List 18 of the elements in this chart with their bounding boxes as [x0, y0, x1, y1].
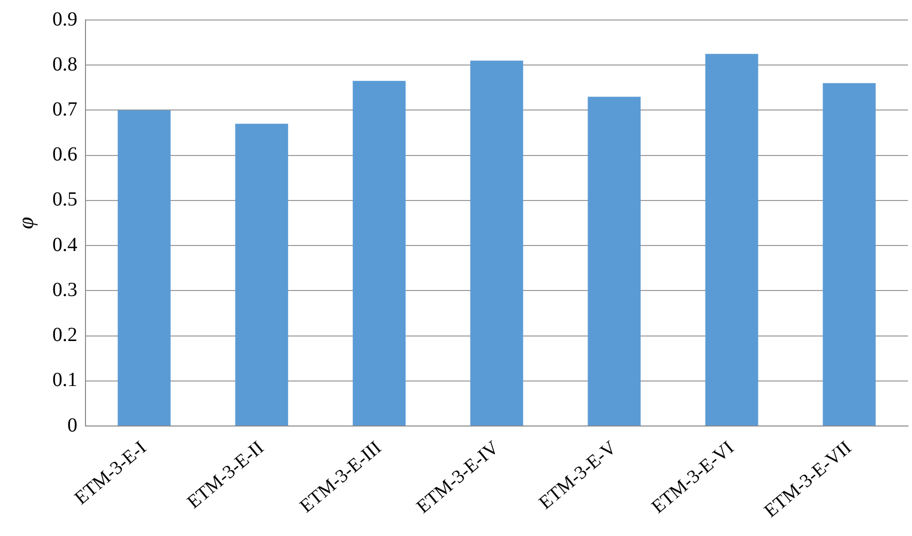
- bar: [118, 110, 171, 426]
- bar: [235, 124, 288, 426]
- y-tick-label: 0: [67, 414, 78, 436]
- bar: [588, 96, 641, 426]
- y-tick-label: 0.6: [52, 144, 78, 166]
- y-tick-label: 0.5: [52, 188, 78, 211]
- bar: [822, 83, 876, 426]
- y-axis-title: φ: [12, 216, 38, 230]
- y-tick-label: 0.4: [52, 234, 78, 256]
- y-tick-label: 0.1: [52, 369, 78, 392]
- y-tick-label: 0.9: [52, 8, 78, 30]
- bar: [470, 60, 524, 426]
- y-tick-label: 0.8: [52, 53, 78, 76]
- y-tick-label: 0.2: [52, 324, 78, 346]
- bar: [705, 54, 758, 426]
- bar: [352, 80, 406, 426]
- y-tick-label: 0.7: [52, 98, 78, 120]
- y-tick-label: 0.3: [52, 278, 78, 301]
